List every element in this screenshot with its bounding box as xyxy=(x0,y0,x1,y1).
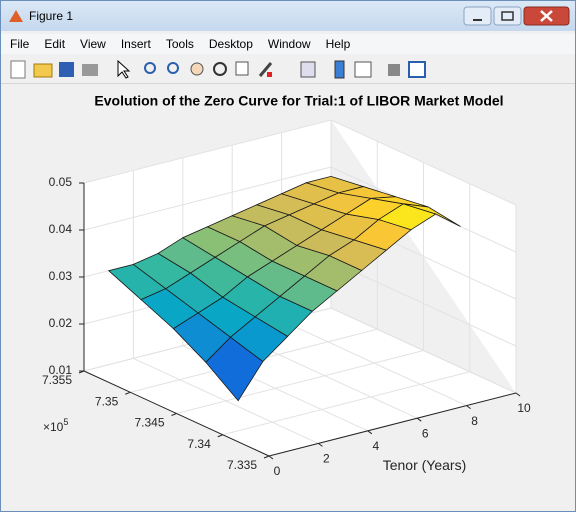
grid-line xyxy=(222,371,470,436)
tick-mark xyxy=(171,413,177,416)
z-tick-label: 0.03 xyxy=(49,269,73,283)
menu-item[interactable]: View xyxy=(80,37,106,51)
surface-patch xyxy=(403,203,461,227)
z-tick-label: 0.02 xyxy=(49,316,73,330)
menu-item[interactable]: Help xyxy=(325,37,351,51)
grid-line xyxy=(83,166,332,231)
tick-mark xyxy=(318,442,323,447)
datatip-icon[interactable] xyxy=(235,61,249,76)
zoom-out-icon[interactable] xyxy=(167,62,179,74)
y-tick-label: 7.335 xyxy=(227,458,257,472)
tick-mark xyxy=(367,430,373,435)
x-tick-label: 10 xyxy=(517,401,531,415)
legend-icon[interactable] xyxy=(354,61,372,78)
tick-mark xyxy=(217,434,223,438)
pan-icon[interactable] xyxy=(190,62,204,76)
x-tick-label: 4 xyxy=(372,439,379,453)
z-tick-label: 0.04 xyxy=(49,222,73,236)
x-tick-label: 0 xyxy=(274,464,281,478)
y-multiplier: ×105 xyxy=(43,417,68,434)
colorbar-icon[interactable] xyxy=(334,60,345,79)
x-tick-label: 6 xyxy=(422,426,429,440)
toolbar-icons xyxy=(10,59,426,79)
tick-mark xyxy=(416,417,422,422)
grid-line xyxy=(83,119,332,184)
tick-mark xyxy=(263,455,270,459)
y-multiplier-exponent: 5 xyxy=(63,417,68,427)
window-title: Figure 1 xyxy=(29,9,74,23)
new-icon[interactable] xyxy=(10,60,26,79)
y-tick-label: 7.35 xyxy=(95,394,119,408)
grid-line xyxy=(330,260,517,347)
minimize-button[interactable] xyxy=(463,6,492,26)
menu-bar: File Edit View Insert Tools Desktop Window Help xyxy=(1,34,575,54)
brush-icon[interactable] xyxy=(258,62,273,77)
x-tick-label: 2 xyxy=(323,452,330,466)
toolbar xyxy=(1,56,575,84)
link-icon[interactable] xyxy=(300,61,316,78)
zoom-in-icon[interactable] xyxy=(144,62,156,74)
title-bar: Figure 1 xyxy=(1,1,575,31)
menu-item[interactable]: Insert xyxy=(120,37,151,51)
tick-mark xyxy=(125,391,131,395)
tick-mark xyxy=(515,392,521,397)
hide-tools-icon[interactable] xyxy=(388,64,400,76)
axis-line xyxy=(268,392,517,457)
rotate-icon[interactable] xyxy=(213,62,227,76)
chart-title: Evolution of the Zero Curve for Trial:1 … xyxy=(94,93,503,109)
open-icon[interactable] xyxy=(33,63,53,78)
y-tick-label: 7.34 xyxy=(187,437,211,451)
y-multiplier-base: ×10 xyxy=(43,420,64,434)
grid-line xyxy=(330,307,517,394)
grid-line xyxy=(330,119,517,206)
menu-item[interactable]: File xyxy=(10,37,30,51)
y-tick-label: 7.355 xyxy=(42,373,72,387)
grid-line xyxy=(176,350,424,414)
app-icon xyxy=(9,10,23,22)
tick-mark xyxy=(466,405,471,410)
save-icon[interactable] xyxy=(59,62,74,77)
menu-item[interactable]: Desktop xyxy=(208,37,253,51)
tick-mark xyxy=(268,455,274,460)
y-tick-label: 7.345 xyxy=(134,416,164,430)
dock-icon[interactable] xyxy=(408,61,426,78)
menu-item[interactable]: Edit xyxy=(44,37,66,51)
menu-item[interactable]: Window xyxy=(267,37,311,51)
z-tick-label: 0.05 xyxy=(49,175,73,189)
x-tick-label: 8 xyxy=(471,414,478,428)
z-tick-label: 0.01 xyxy=(49,363,73,377)
x-axis-label: Tenor (Years) xyxy=(383,457,467,473)
print-icon[interactable] xyxy=(82,64,98,76)
menu-item[interactable]: Tools xyxy=(165,37,194,51)
window-controls[interactable] xyxy=(463,5,573,27)
maximize-button[interactable] xyxy=(493,6,522,26)
pointer-icon[interactable] xyxy=(117,59,131,79)
